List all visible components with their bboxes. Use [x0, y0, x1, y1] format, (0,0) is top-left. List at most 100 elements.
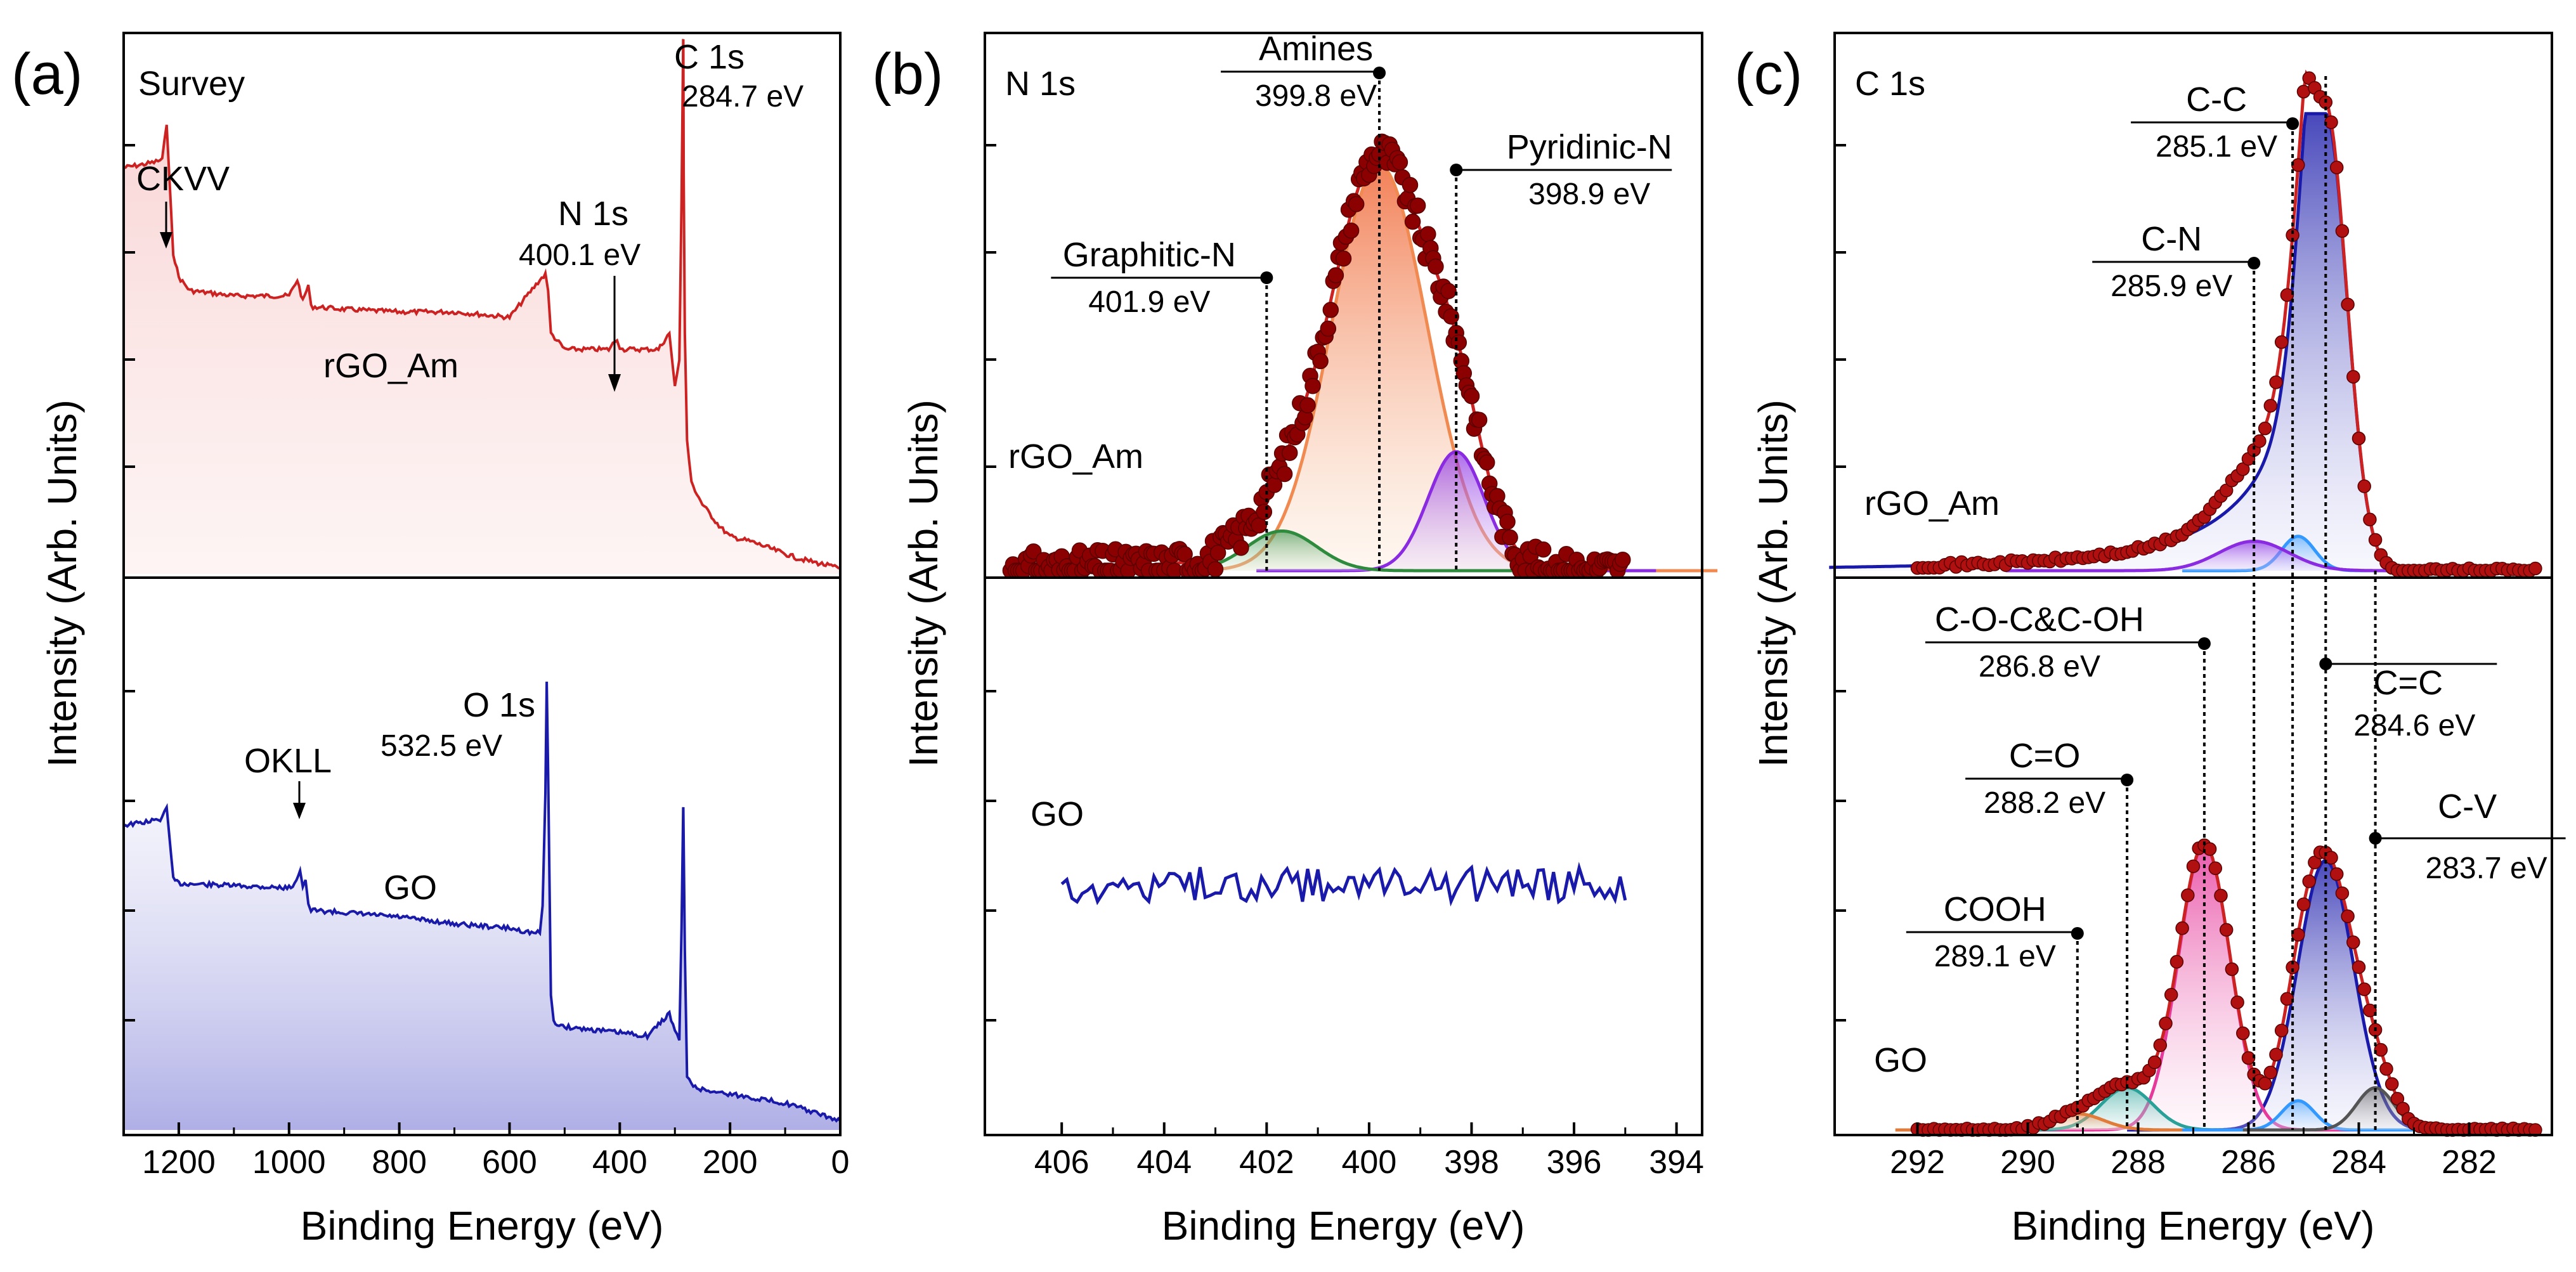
survey-go-fill [124, 682, 840, 1130]
c1s-go-data-point [2291, 928, 2305, 942]
c-c-label: C-C [2186, 81, 2247, 119]
panel-c-xtick-label: 282 [2442, 1144, 2497, 1181]
n1s-data-point [1251, 517, 1267, 534]
c1s-go-component-fill [2182, 1100, 2414, 1130]
n1s-components [1036, 164, 1718, 573]
legend-go-b: GO [1031, 795, 1084, 833]
n1s-data-point [1207, 561, 1224, 578]
panel-b-xtick-label: 398 [1444, 1144, 1499, 1181]
c1s-go-data-point [2236, 1026, 2250, 1041]
panel-b-xtick-label: 404 [1136, 1144, 1192, 1181]
c1s-go-data-point [2181, 888, 2195, 902]
c1s-go-data-point [2335, 886, 2350, 900]
panel-b-xtick-label: 402 [1239, 1144, 1294, 1181]
n1s-rgo-am-points [1002, 133, 1631, 579]
c-o-label: C=O [2009, 737, 2081, 775]
panel-c-xtick-label: 284 [2331, 1144, 2386, 1181]
n1s-data-point [1322, 302, 1339, 318]
pyridinic-n-label: Pyridinic-N [1507, 128, 1672, 166]
panel-a: (a) 1200 1000 800 600 400 200 0 Survey rGO_Am … [11, 32, 849, 1249]
n1s-data-point [1281, 445, 1298, 461]
pyridinic-n-energy: 398.9 eV [1528, 178, 1650, 211]
c1s-go-data-point [2296, 897, 2311, 911]
c-n-label: C-N [2141, 220, 2202, 258]
c1s-go-component-fill [2127, 860, 2525, 1130]
n1s-data-point [1478, 454, 1495, 471]
c1s-go-data-point [2329, 867, 2344, 881]
c-eq-c-label: C=C [2374, 664, 2443, 702]
c1s-go-data-point [2341, 909, 2355, 923]
panel-a-xtick-label: 800 [372, 1144, 427, 1181]
c1s-components [1829, 112, 2525, 1132]
okll-annotation: OKLL [244, 742, 332, 780]
c-v-label: C-V [2438, 788, 2497, 826]
panel-b-xtick-label: 396 [1547, 1144, 1602, 1181]
panel-c: (c) 292 290 288 286 284 282 C-C 285.1 eV C-N 285… [1734, 32, 2566, 1249]
panel-b-xtick-label: 400 [1342, 1144, 1397, 1181]
c1s-go-component-fill [2242, 1087, 2508, 1130]
o1s-annotation: O 1s [463, 686, 535, 724]
c1s-title: C 1s [1855, 65, 1925, 103]
c1s-rgo-am-data-point [2357, 479, 2371, 493]
c1s-go-data-point [2219, 923, 2234, 937]
c1s-go-data-point [2164, 988, 2178, 1002]
n1s-data-point [1276, 465, 1293, 483]
c1s-points [1910, 71, 2542, 1137]
panel-a-xtick-label: 1200 [142, 1144, 216, 1181]
n1s-energy: 400.1 eV [519, 238, 641, 272]
n1s-data-point [1420, 226, 1436, 242]
survey-rgo-am-fill [124, 39, 840, 574]
c1s-rgo-am-data-point [2341, 297, 2355, 311]
n1s-data-point [1471, 412, 1488, 428]
c1s-rgo-am-data-point [2335, 224, 2350, 238]
c1s-go-data-point [2324, 850, 2338, 865]
legend-rgo-am-a: rGO_Am [323, 347, 459, 385]
ckvv-arrowhead [160, 232, 172, 249]
panel-c-ticks: 292 290 288 286 284 282 [1835, 144, 2497, 1181]
c-c-energy: 285.1 eV [2156, 130, 2277, 164]
panel-b-xlabel: Binding Energy (eV) [1162, 1203, 1525, 1249]
c1s-go-data-point [2384, 1077, 2399, 1091]
n1s-go-line [1060, 862, 1627, 907]
c1s-go-data-point [2302, 874, 2316, 888]
c1s-go-data-point [2269, 1048, 2283, 1061]
ckvv-annotation: CKVV [136, 160, 230, 198]
c1s-rgo-am-data-point [2258, 421, 2272, 436]
legend-rgo-am-b-visible: rGO_Am [1008, 438, 1143, 476]
c-v-energy: 283.7 eV [2426, 852, 2547, 885]
n1s-data-point [1304, 377, 1321, 394]
n1s-data-point [1463, 387, 1480, 405]
c1s-rgo-am-data-point [2329, 160, 2344, 174]
c1s-go-data-point [2363, 1003, 2377, 1018]
panel-c-xtick-label: 288 [2111, 1144, 2166, 1181]
c1s-go-data-point [2186, 859, 2201, 873]
graphitic-n-label: Graphitic-N [1063, 236, 1236, 274]
panel-c-xlabel: Binding Energy (eV) [2012, 1203, 2375, 1249]
c1s-energy: 284.7 eV [682, 80, 803, 114]
c1s-go-data-point [2263, 1065, 2278, 1080]
n1s-arrowhead [608, 374, 621, 392]
c1s-go-data-point [2374, 1042, 2388, 1057]
n1s-data-point [1335, 250, 1352, 267]
n1s-data-point [1440, 283, 1457, 299]
c1s-go-data-point [2225, 962, 2239, 977]
panel-a-xtick-label: 600 [482, 1144, 537, 1181]
c1s-go-data-point [2346, 935, 2360, 949]
n1s-data-point [1391, 154, 1408, 171]
c1s-rgo-am-data-point [2368, 533, 2383, 547]
panel-a-xtick-label: 400 [592, 1144, 647, 1181]
n1s-annotation: N 1s [558, 195, 628, 233]
panel-b-ylabel: Intensity (Arb. Units) [901, 399, 946, 767]
n1s-data-point [1404, 213, 1421, 230]
n1s-data-point [1402, 176, 1419, 193]
panel-c-ylabel: Intensity (Arb. Units) [1750, 399, 1796, 767]
n1s-data-point [1320, 320, 1337, 337]
n1s-data-point [1450, 334, 1467, 351]
n1s-data-point [1428, 258, 1444, 275]
c1s-go-data-point [2147, 1055, 2162, 1070]
c1s-go-component-fill [1895, 1113, 2260, 1130]
c1s-rgo-am-component-fill [2182, 536, 2414, 571]
c1s-go-data-point [2175, 921, 2189, 935]
c-o-energy: 288.2 eV [1984, 786, 2105, 820]
